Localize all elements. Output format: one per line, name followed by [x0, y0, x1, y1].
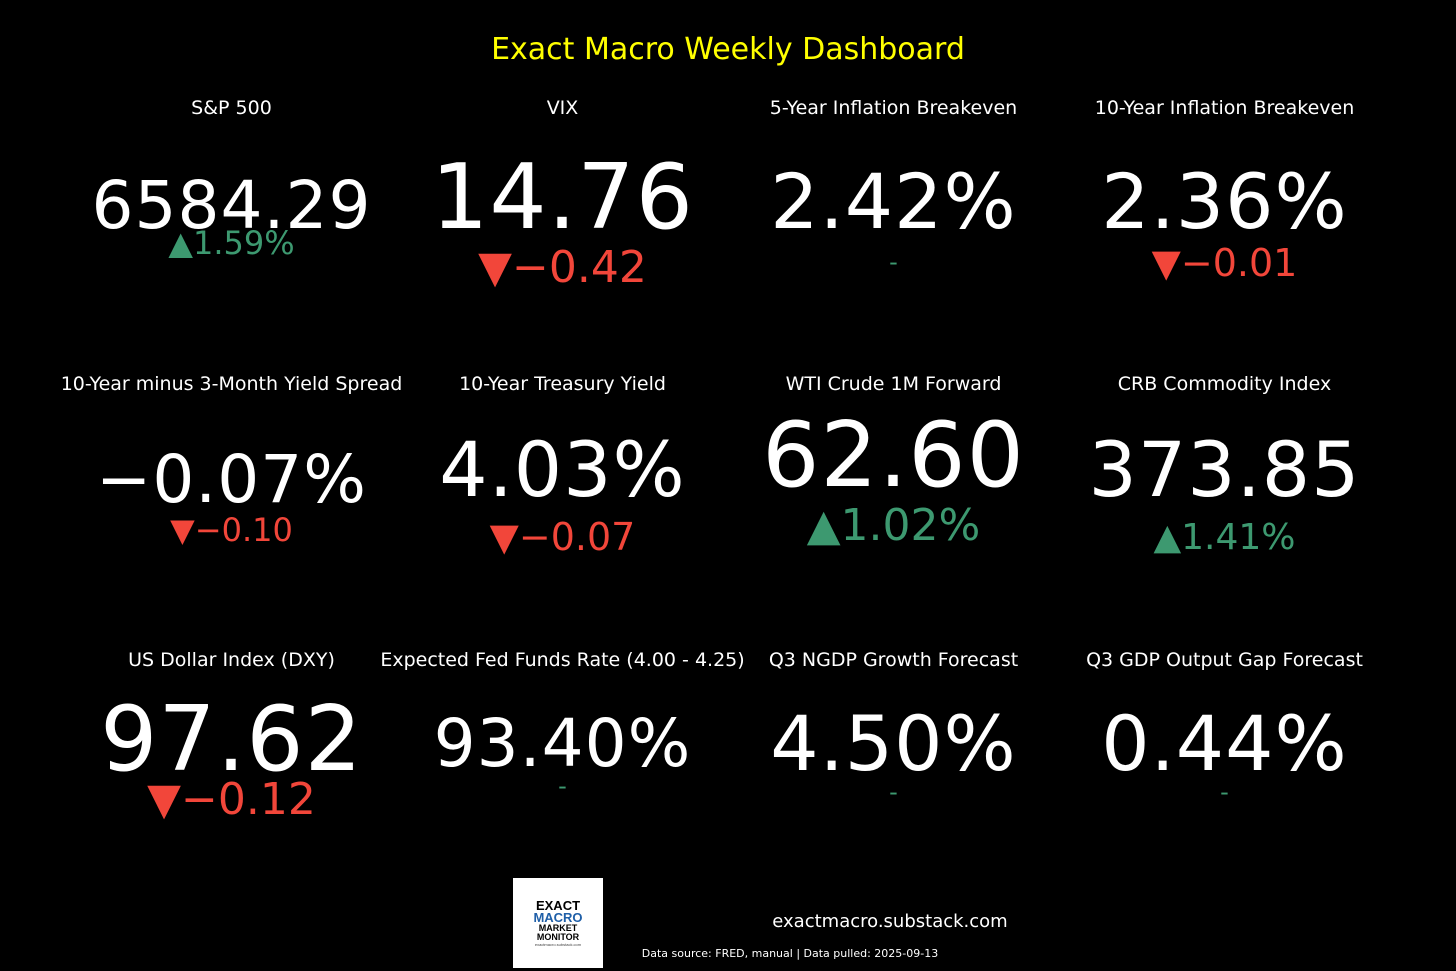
metric-label: VIX — [546, 97, 579, 119]
metric-label: Expected Fed Funds Rate (4.00 - 4.25) — [380, 649, 745, 671]
exact-macro-logo: EXACT MACRO MARKET MONITOR exactmacro.su… — [513, 878, 603, 968]
metric-label: 10-Year minus 3-Month Yield Spread — [60, 373, 403, 395]
metric-change: ▼−0.07 — [489, 515, 636, 559]
metric-label: Q3 NGDP Growth Forecast — [768, 649, 1019, 671]
metric-change: ▼−0.12 — [147, 774, 316, 825]
logo-line-macro: MACRO — [533, 910, 583, 925]
metric-label: WTI Crude 1M Forward — [785, 373, 1002, 395]
metric-card-fed-funds: Expected Fed Funds Rate (4.00 - 4.25) 93… — [380, 642, 744, 918]
metric-label: 10-Year Treasury Yield — [459, 373, 666, 395]
metric-value: 6584.29 — [91, 167, 372, 244]
metric-change: ▼−0.10 — [170, 511, 293, 549]
metric-label: 5-Year Inflation Breakeven — [769, 97, 1018, 119]
metric-label: CRB Commodity Index — [1117, 373, 1332, 395]
metric-label: Q3 GDP Output Gap Forecast — [1086, 649, 1363, 671]
metric-card-dxy: US Dollar Index (DXY) 97.62 ▼−0.12 — [66, 642, 397, 918]
metric-card-wti-crude: WTI Crude 1M Forward 62.60 ▲1.02% — [728, 366, 1059, 642]
metric-change: ▼−0.42 — [478, 242, 647, 293]
metric-value: 373.85 — [1088, 425, 1361, 514]
metric-change: - — [889, 248, 898, 276]
metric-card-output-gap: Q3 GDP Output Gap Forecast 0.44% - — [1059, 642, 1390, 918]
metric-card-sp500: S&P 500 6584.29 ▲1.59% — [66, 90, 397, 366]
metric-value: 93.40% — [433, 705, 692, 782]
metric-card-vix: VIX 14.76 ▼−0.42 — [397, 90, 728, 366]
metric-value: 4.03% — [439, 425, 686, 514]
metric-label: 10-Year Inflation Breakeven — [1094, 97, 1355, 119]
metric-value: 97.62 — [100, 687, 363, 792]
metric-value: 0.44% — [1101, 699, 1348, 788]
metric-card-5y-breakeven: 5-Year Inflation Breakeven 2.42% - — [728, 90, 1059, 366]
metric-change: ▼−0.01 — [1151, 241, 1298, 285]
metric-card-10y-treasury: 10-Year Treasury Yield 4.03% ▼−0.07 — [397, 366, 728, 642]
metric-card-ngdp-forecast: Q3 NGDP Growth Forecast 4.50% - — [728, 642, 1059, 918]
metric-change: - — [1220, 778, 1229, 806]
metric-value: 62.60 — [762, 403, 1025, 508]
logo-line-exact: EXACT — [535, 898, 581, 913]
footer-data-source: Data source: FRED, manual | Data pulled:… — [641, 947, 939, 960]
footer-site-link[interactable]: exactmacro.substack.com — [772, 911, 1008, 932]
metric-label: US Dollar Index (DXY) — [128, 649, 335, 671]
metric-value: 2.42% — [770, 157, 1017, 246]
metric-card-10y-breakeven: 10-Year Inflation Breakeven 2.36% ▼−0.01 — [1059, 90, 1390, 366]
metric-value: −0.07% — [96, 441, 367, 518]
metric-value: 2.36% — [1101, 157, 1348, 246]
logo-line-url: exactmacro.substack.com — [534, 942, 582, 947]
metric-value: 14.76 — [431, 145, 694, 250]
logo-line-monitor: MONITOR — [536, 932, 580, 942]
metric-card-crb-commodity: CRB Commodity Index 373.85 ▲1.41% — [1059, 366, 1390, 642]
metric-label: S&P 500 — [191, 97, 272, 119]
metric-value: 4.50% — [770, 699, 1017, 788]
logo-line-market: MARKET — [538, 923, 578, 933]
metric-change: - — [889, 778, 898, 806]
metric-change: ▲1.59% — [168, 224, 295, 262]
metric-change: - — [558, 772, 567, 800]
metric-change: ▲1.41% — [1153, 517, 1296, 558]
dashboard-title: Exact Macro Weekly Dashboard — [491, 32, 965, 67]
metrics-grid: S&P 500 6584.29 ▲1.59% VIX 14.76 ▼−0.42 … — [61, 90, 1390, 880]
metric-card-yield-spread: 10-Year minus 3-Month Yield Spread −0.07… — [61, 366, 403, 642]
metric-change: ▲1.02% — [806, 500, 981, 551]
